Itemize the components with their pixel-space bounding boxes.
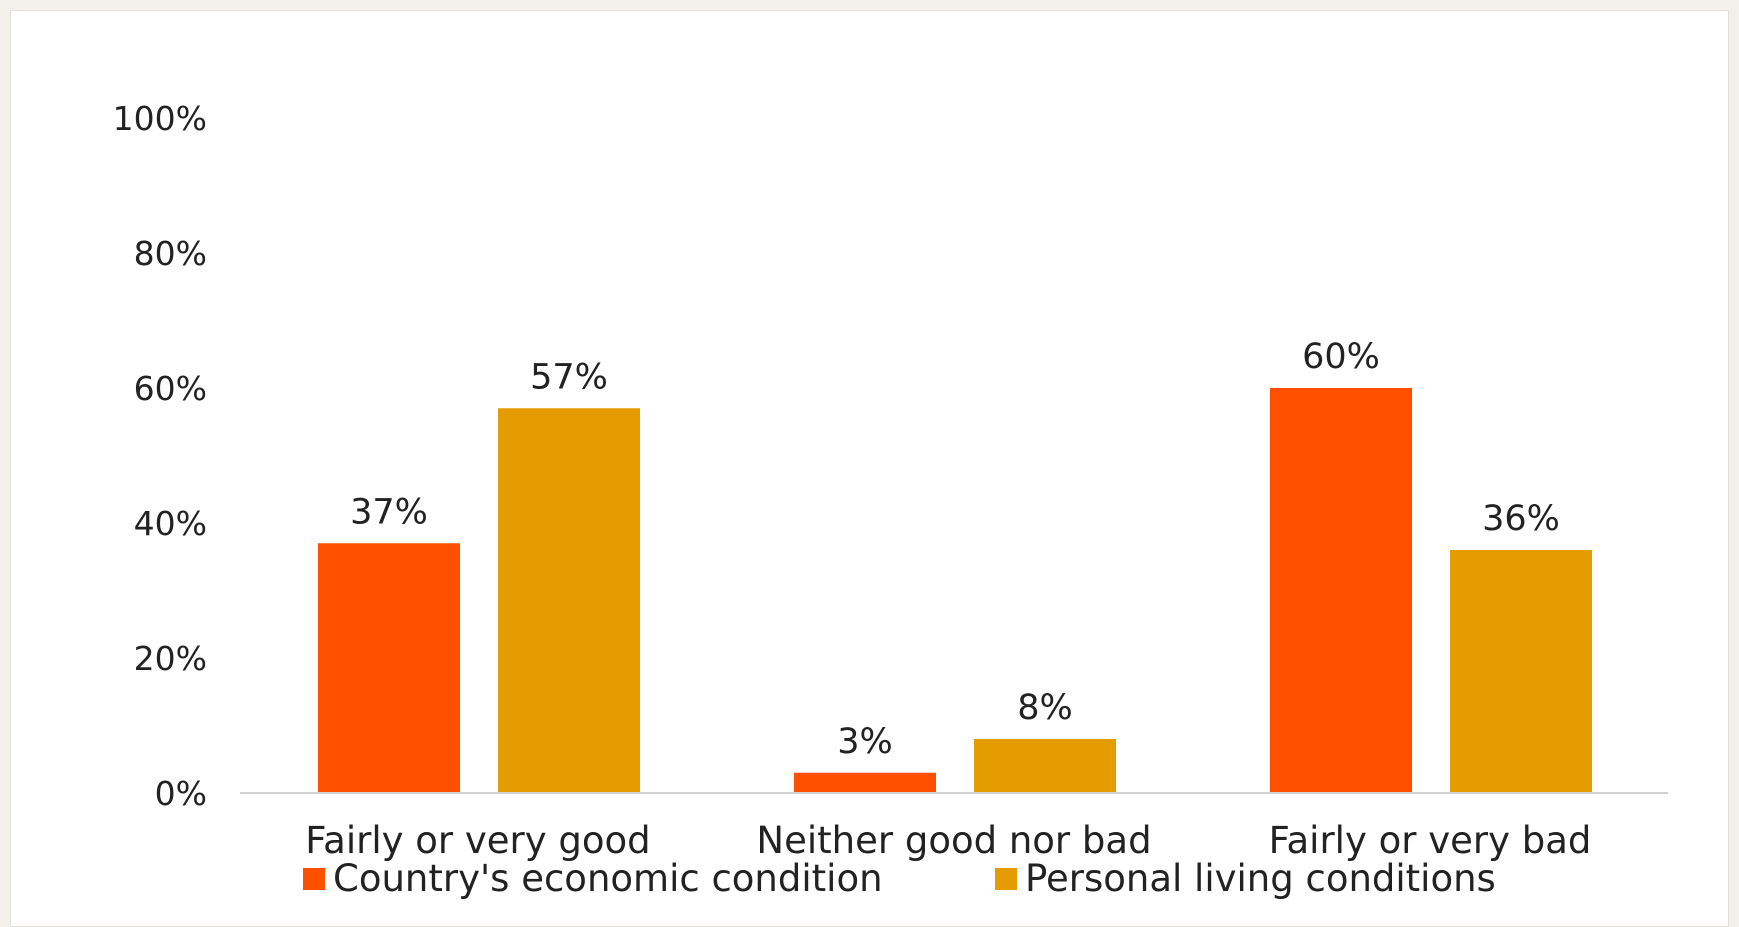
y-tick-label: 100% — [113, 99, 207, 138]
y-tick-label: 60% — [134, 369, 207, 408]
bar-personal-2 — [1450, 550, 1592, 793]
bars-group: 37% 3% 60% 57% 8% 36% — [318, 337, 1592, 793]
legend: Country's economic condition Personal liv… — [303, 857, 1496, 900]
data-label: 36% — [1482, 499, 1560, 539]
legend-label: Personal living conditions — [1025, 857, 1496, 900]
x-axis: Fairly or very good Neither good nor bad F… — [305, 819, 1591, 862]
data-label: 8% — [1017, 688, 1073, 728]
legend-swatch — [303, 868, 325, 890]
legend-swatch — [995, 868, 1017, 890]
bar-country-2 — [1270, 388, 1412, 793]
y-tick-label: 40% — [134, 504, 207, 543]
data-label: 3% — [837, 722, 893, 762]
y-tick-label: 0% — [155, 774, 207, 813]
y-axis: 0% 20% 40% 60% 80% 100% — [113, 99, 207, 813]
data-label: 57% — [530, 357, 608, 397]
legend-label: Country's economic condition — [333, 857, 883, 900]
bar-country-0 — [318, 543, 460, 793]
data-label: 60% — [1302, 337, 1380, 377]
x-tick-label: Fairly or very bad — [1269, 819, 1592, 862]
bar-personal-0 — [498, 408, 640, 793]
data-label: 37% — [350, 492, 428, 532]
bar-personal-1 — [974, 739, 1116, 793]
bar-country-1 — [794, 772, 936, 793]
x-tick-label: Neither good nor bad — [756, 819, 1151, 862]
y-tick-label: 20% — [134, 639, 207, 678]
y-tick-label: 80% — [134, 234, 207, 273]
x-tick-label: Fairly or very good — [305, 819, 650, 862]
